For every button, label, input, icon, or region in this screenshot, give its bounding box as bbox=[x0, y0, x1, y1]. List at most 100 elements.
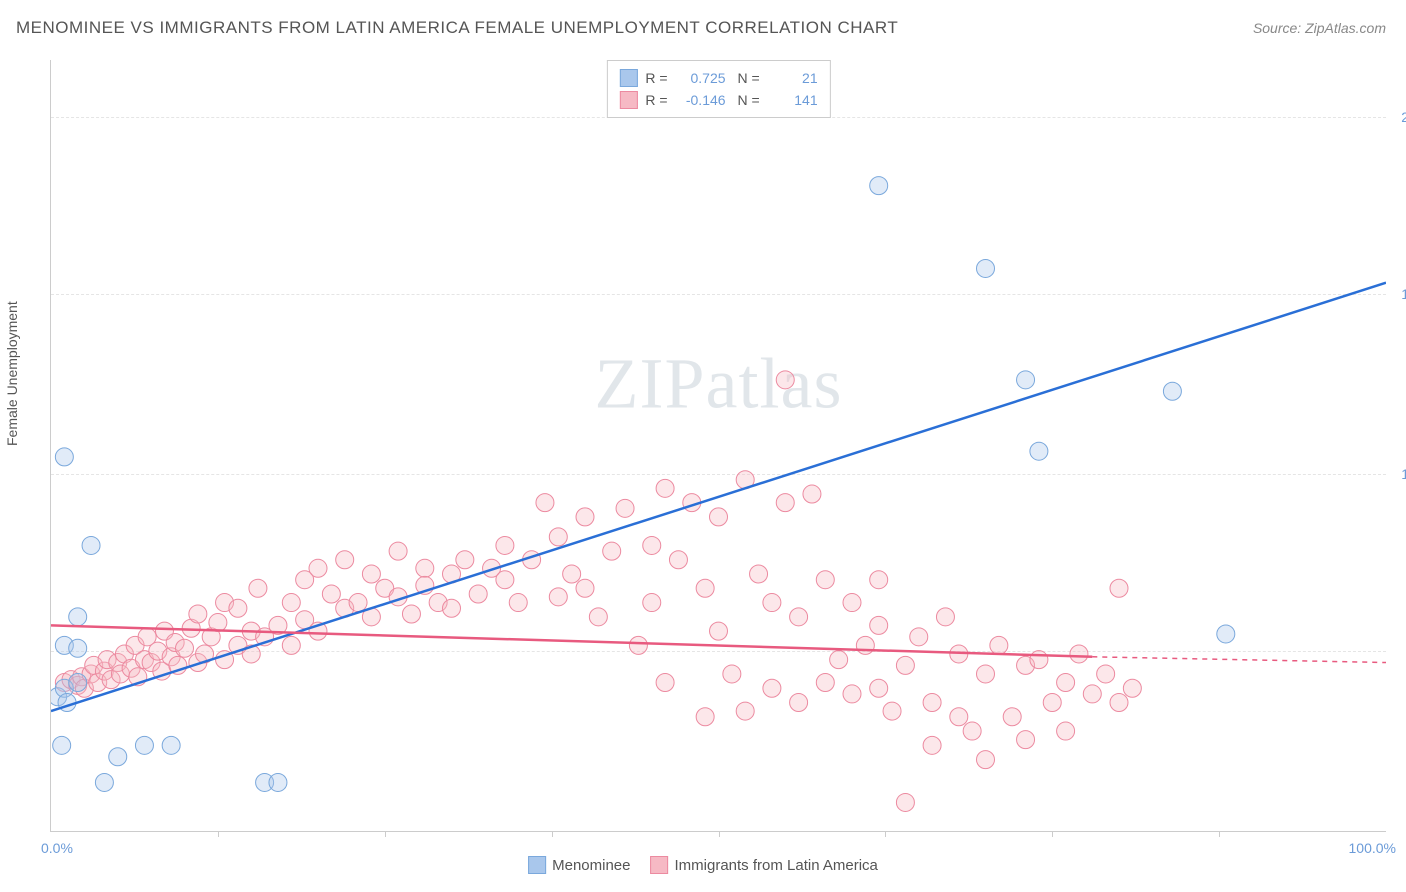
scatter-point bbox=[750, 565, 768, 583]
r-label-2: R = bbox=[645, 92, 667, 108]
scatter-point bbox=[896, 793, 914, 811]
scatter-point bbox=[469, 585, 487, 603]
x-tick-mark bbox=[218, 831, 219, 837]
legend-swatch-1 bbox=[528, 856, 546, 874]
legend-label-1: Menominee bbox=[552, 857, 630, 874]
scatter-point bbox=[496, 571, 514, 589]
scatter-point bbox=[936, 608, 954, 626]
scatter-point bbox=[549, 588, 567, 606]
scatter-point bbox=[963, 722, 981, 740]
scatter-point bbox=[349, 594, 367, 612]
scatter-point bbox=[923, 694, 941, 712]
scatter-point bbox=[1057, 674, 1075, 692]
scatter-point bbox=[870, 177, 888, 195]
scatter-point bbox=[509, 594, 527, 612]
scatter-point bbox=[563, 565, 581, 583]
scatter-point bbox=[790, 608, 808, 626]
scatter-point bbox=[402, 605, 420, 623]
scatter-point bbox=[229, 599, 247, 617]
y-axis-label: Female Unemployment bbox=[4, 301, 20, 446]
scatter-point bbox=[1057, 722, 1075, 740]
scatter-point bbox=[82, 536, 100, 554]
scatter-point bbox=[776, 494, 794, 512]
scatter-point bbox=[109, 748, 127, 766]
scatter-point bbox=[696, 708, 714, 726]
scatter-point bbox=[643, 594, 661, 612]
scatter-point bbox=[616, 499, 634, 517]
scatter-point bbox=[870, 571, 888, 589]
plot-svg bbox=[51, 60, 1386, 831]
scatter-point bbox=[1163, 382, 1181, 400]
scatter-point bbox=[589, 608, 607, 626]
legend-item-1: Menominee bbox=[528, 856, 630, 874]
r-label-1: R = bbox=[645, 70, 667, 86]
legend-bottom: Menominee Immigrants from Latin America bbox=[528, 856, 878, 874]
scatter-point bbox=[549, 528, 567, 546]
scatter-point bbox=[1110, 579, 1128, 597]
scatter-point bbox=[870, 616, 888, 634]
scatter-point bbox=[1043, 694, 1061, 712]
scatter-point bbox=[69, 639, 87, 657]
scatter-point bbox=[456, 551, 474, 569]
scatter-point bbox=[1083, 685, 1101, 703]
scatter-point bbox=[990, 636, 1008, 654]
scatter-point bbox=[1017, 731, 1035, 749]
x-tick-mark bbox=[885, 831, 886, 837]
scatter-point bbox=[830, 651, 848, 669]
scatter-point bbox=[977, 259, 995, 277]
scatter-point bbox=[843, 594, 861, 612]
scatter-point bbox=[816, 674, 834, 692]
scatter-point bbox=[723, 665, 741, 683]
scatter-point bbox=[710, 622, 728, 640]
scatter-point bbox=[977, 665, 995, 683]
stats-row-2: R = -0.146 N = 141 bbox=[619, 89, 817, 111]
scatter-point bbox=[923, 736, 941, 754]
scatter-point bbox=[362, 565, 380, 583]
scatter-point bbox=[656, 674, 674, 692]
n-value-1: 21 bbox=[768, 70, 818, 86]
r-value-1: 0.725 bbox=[676, 70, 726, 86]
scatter-point bbox=[603, 542, 621, 560]
chart-title: MENOMINEE VS IMMIGRANTS FROM LATIN AMERI… bbox=[16, 18, 898, 38]
y-tick-label: 18.8% bbox=[1401, 286, 1406, 302]
scatter-point bbox=[736, 702, 754, 720]
legend-swatch-2 bbox=[650, 856, 668, 874]
scatter-point bbox=[883, 702, 901, 720]
scatter-point bbox=[309, 559, 327, 577]
chart-container: MENOMINEE VS IMMIGRANTS FROM LATIN AMERI… bbox=[0, 0, 1406, 892]
scatter-point bbox=[69, 608, 87, 626]
scatter-point bbox=[336, 551, 354, 569]
scatter-point bbox=[135, 736, 153, 754]
scatter-point bbox=[1030, 442, 1048, 460]
scatter-point bbox=[53, 736, 71, 754]
y-tick-label: 12.5% bbox=[1401, 466, 1406, 482]
scatter-point bbox=[1110, 694, 1128, 712]
x-tick-mark bbox=[385, 831, 386, 837]
scatter-point bbox=[669, 551, 687, 569]
scatter-point bbox=[69, 674, 87, 692]
scatter-point bbox=[576, 508, 594, 526]
n-label-2: N = bbox=[734, 92, 760, 108]
scatter-point bbox=[209, 614, 227, 632]
stats-row-1: R = 0.725 N = 21 bbox=[619, 67, 817, 89]
scatter-point bbox=[950, 708, 968, 726]
source-label: Source: ZipAtlas.com bbox=[1253, 20, 1386, 36]
x-tick-mark bbox=[719, 831, 720, 837]
scatter-point bbox=[910, 628, 928, 646]
x-tick-mark bbox=[1219, 831, 1220, 837]
chart-plot-area: ZIPatlas R = 0.725 N = 21 R = -0.146 N =… bbox=[50, 60, 1386, 832]
y-tick-label: 25.0% bbox=[1401, 109, 1406, 125]
n-value-2: 141 bbox=[768, 92, 818, 108]
scatter-point bbox=[1017, 371, 1035, 389]
scatter-point bbox=[696, 579, 714, 597]
scatter-point bbox=[322, 585, 340, 603]
scatter-point bbox=[870, 679, 888, 697]
scatter-point bbox=[710, 508, 728, 526]
scatter-point bbox=[55, 448, 73, 466]
scatter-point bbox=[1217, 625, 1235, 643]
scatter-point bbox=[416, 559, 434, 577]
x-tick-mark bbox=[552, 831, 553, 837]
swatch-immigrants bbox=[619, 91, 637, 109]
scatter-point bbox=[763, 594, 781, 612]
scatter-point bbox=[282, 594, 300, 612]
